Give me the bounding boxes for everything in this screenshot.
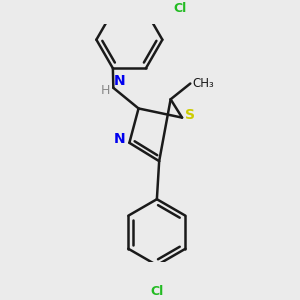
Text: Cl: Cl	[173, 2, 187, 15]
Text: N: N	[114, 132, 126, 146]
Text: H: H	[100, 84, 110, 97]
Text: CH₃: CH₃	[193, 77, 214, 90]
Text: S: S	[185, 108, 195, 122]
Text: N: N	[114, 74, 126, 88]
Text: Cl: Cl	[150, 285, 164, 298]
